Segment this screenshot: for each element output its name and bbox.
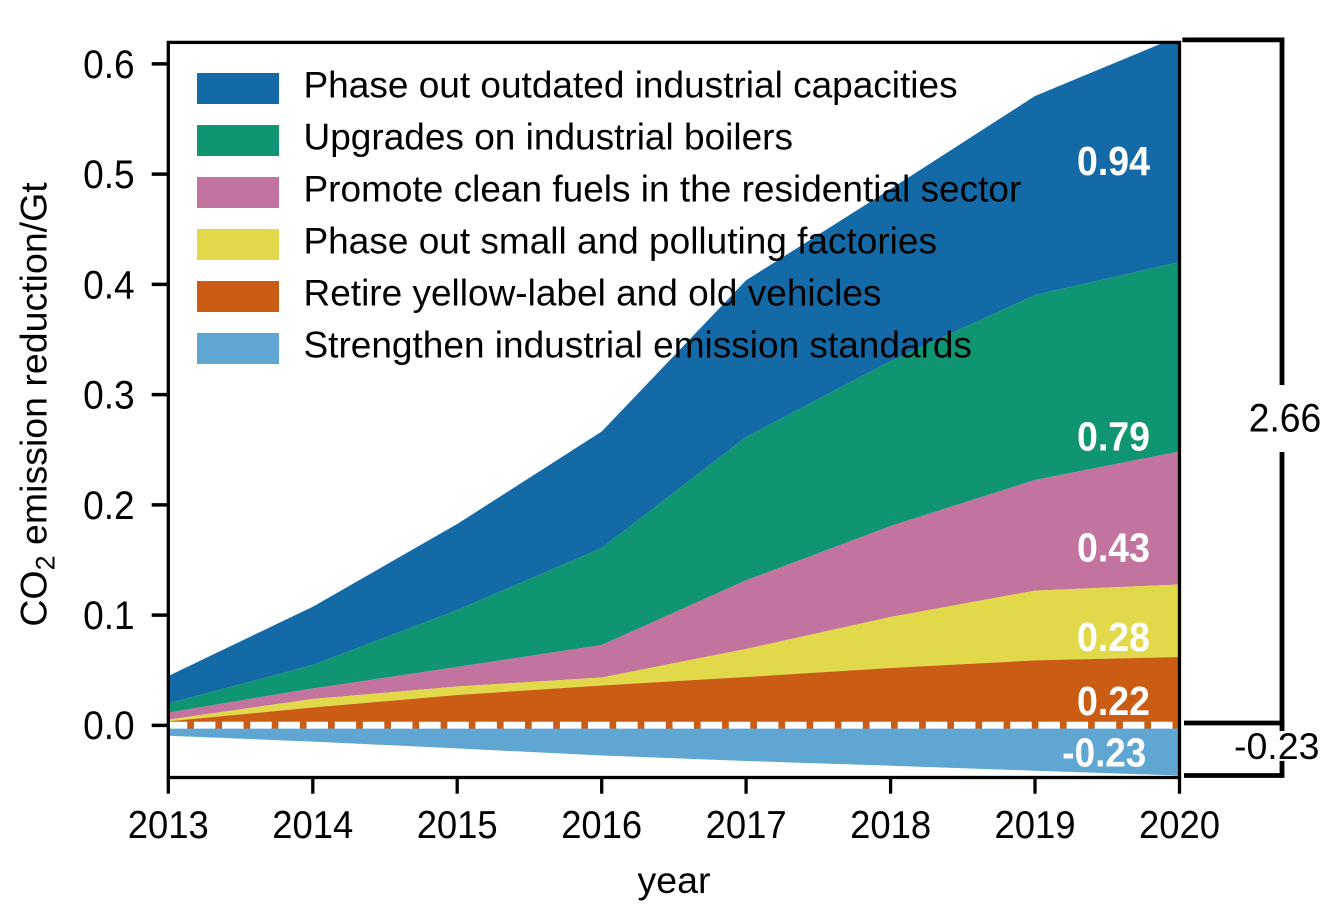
svg-text:2017: 2017 xyxy=(706,804,787,847)
svg-text:year: year xyxy=(638,859,711,901)
svg-text:0.4: 0.4 xyxy=(83,263,135,307)
svg-text:0.5: 0.5 xyxy=(83,153,135,197)
svg-text:0.2: 0.2 xyxy=(83,484,135,528)
svg-text:Strengthen industrial emission: Strengthen industrial emission standards xyxy=(304,325,972,366)
svg-text:2016: 2016 xyxy=(561,804,642,847)
svg-text:2013: 2013 xyxy=(128,804,209,847)
svg-text:2020: 2020 xyxy=(1139,804,1220,847)
svg-text:0.43: 0.43 xyxy=(1077,524,1150,570)
svg-text:Promote clean fuels in the res: Promote clean fuels in the residential s… xyxy=(304,169,1022,210)
svg-text:2.66: 2.66 xyxy=(1249,396,1322,440)
svg-text:2015: 2015 xyxy=(417,804,498,847)
svg-text:0.0: 0.0 xyxy=(83,704,135,748)
svg-text:0.6: 0.6 xyxy=(83,43,135,87)
svg-text:0.3: 0.3 xyxy=(83,374,135,418)
svg-text:2014: 2014 xyxy=(272,804,353,847)
svg-text:0.22: 0.22 xyxy=(1077,678,1150,724)
svg-text:-0.23: -0.23 xyxy=(1234,725,1319,767)
svg-text:Phase out outdated industrial: Phase out outdated industrial capacities xyxy=(304,65,958,106)
svg-text:2018: 2018 xyxy=(850,804,931,847)
svg-text:2019: 2019 xyxy=(995,804,1076,847)
svg-text:0.79: 0.79 xyxy=(1077,413,1150,459)
svg-text:0.94: 0.94 xyxy=(1077,138,1150,184)
svg-text:-0.23: -0.23 xyxy=(1062,730,1146,776)
svg-text:Upgrades on industrial boilers: Upgrades on industrial boilers xyxy=(304,117,794,158)
svg-text:0.1: 0.1 xyxy=(83,594,135,638)
svg-text:Phase out small and polluting: Phase out small and polluting factories xyxy=(304,221,937,262)
svg-text:0.28: 0.28 xyxy=(1077,614,1150,660)
svg-text:Retire yellow-label and old ve: Retire yellow-label and old vehicles xyxy=(304,273,882,314)
svg-text:CO2 emission reduction/Gt: CO2 emission reduction/Gt xyxy=(12,182,60,627)
